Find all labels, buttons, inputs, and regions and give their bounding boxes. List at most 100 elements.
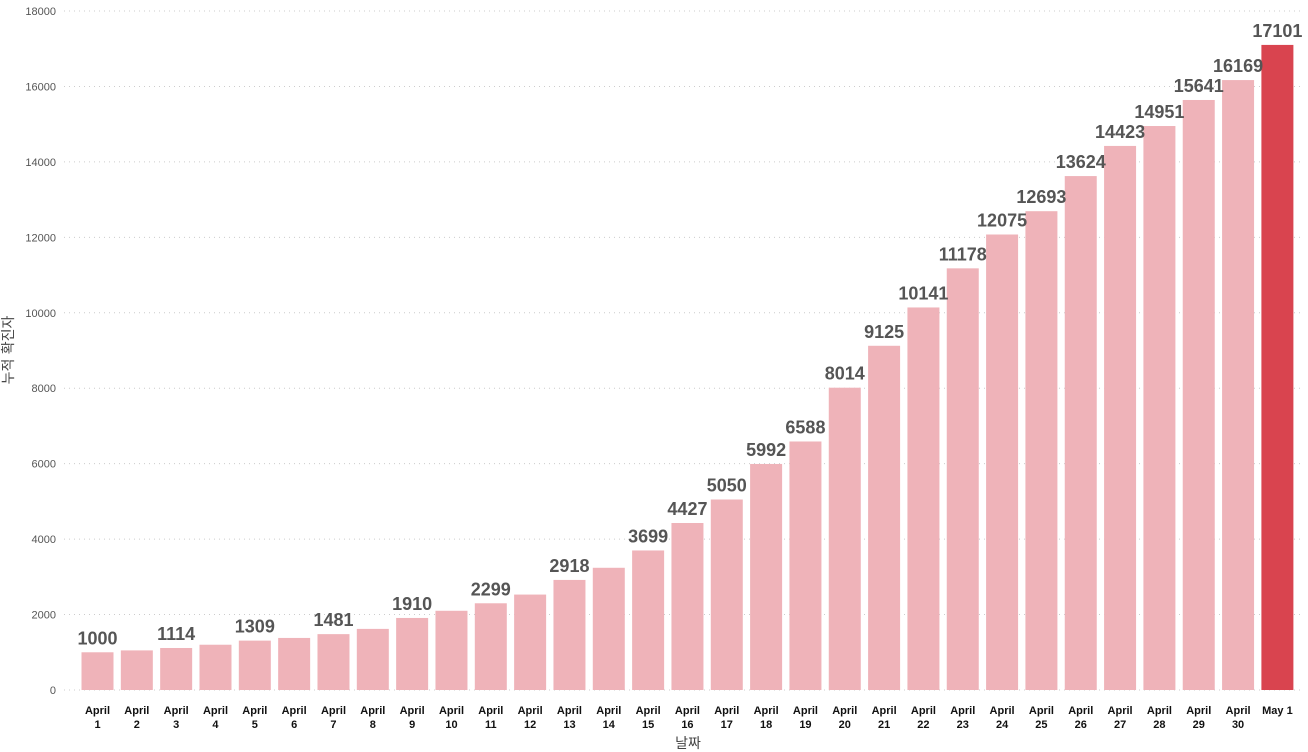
data-label: 6588 [785, 417, 825, 437]
x-tick-label: April 3 [164, 705, 189, 731]
x-tick-label: April 28 [1147, 705, 1172, 731]
bar [356, 628, 389, 690]
data-label: 14951 [1134, 102, 1184, 122]
bar [828, 387, 861, 690]
x-tick-label: April 7 [321, 705, 346, 731]
x-tick-label: May 1 [1262, 705, 1293, 717]
data-label: 13624 [1056, 152, 1106, 172]
x-tick-label: April 4 [203, 705, 228, 731]
data-labels: 1000 1114 1309 1481 1910 2299 2918 3699 44275050… [77, 21, 1302, 648]
bar [986, 234, 1019, 691]
x-tick-label: April 18 [754, 705, 779, 731]
data-label: 15641 [1174, 76, 1224, 96]
bar [632, 550, 665, 690]
x-tick-label: April 11 [478, 705, 503, 731]
x-tick-label: April 2 [124, 705, 149, 731]
x-tick-label: April 22 [911, 705, 936, 731]
y-tick-label: 16000 [25, 81, 56, 93]
data-label: 1910 [392, 594, 432, 614]
bar [396, 617, 429, 690]
x-tick-label: April 21 [872, 705, 897, 731]
y-axis-ticks: 0 2000 4000 6000 8000 10000 12000 14000 16000 180… [25, 6, 56, 697]
y-tick-label: 4000 [32, 534, 56, 546]
x-tick-label: April 6 [282, 705, 307, 731]
y-tick-label: 14000 [25, 157, 56, 169]
bar [1261, 44, 1294, 690]
data-label: 12075 [977, 211, 1027, 231]
x-tick-label: April 10 [439, 705, 464, 731]
x-tick-label: April 8 [360, 705, 385, 731]
x-tick-label: April 14 [596, 705, 621, 731]
x-tick-label: April 20 [832, 705, 857, 731]
bar [317, 634, 350, 690]
bar [1104, 145, 1137, 691]
y-axis-title: 누적 확진자 [1, 315, 17, 384]
bar [750, 463, 783, 690]
bar [514, 594, 547, 690]
x-tick-label: April 23 [950, 705, 975, 731]
data-label: 1481 [313, 610, 353, 630]
bar [1064, 176, 1097, 690]
data-label: 11178 [939, 244, 987, 264]
bar [160, 647, 193, 690]
data-label: 9125 [864, 322, 904, 342]
x-tick-label: April 13 [557, 705, 582, 731]
data-label: 14423 [1095, 122, 1145, 142]
data-label: 5050 [707, 476, 747, 496]
data-label: 16169 [1213, 56, 1263, 76]
bar [1222, 80, 1255, 690]
bar [789, 441, 822, 690]
x-tick-label: April 24 [990, 705, 1015, 731]
data-label: 5992 [746, 440, 786, 460]
y-tick-label: 6000 [32, 459, 56, 471]
bar [868, 345, 901, 690]
y-tick-label: 0 [50, 685, 56, 697]
bar [81, 652, 114, 690]
data-label: 1309 [235, 617, 275, 637]
x-tick-label: April 9 [400, 705, 425, 731]
x-tick-label: April 29 [1186, 705, 1211, 731]
x-tick-label: April 25 [1029, 705, 1054, 731]
x-tick-label: April 26 [1068, 705, 1093, 731]
x-tick-label: April 30 [1226, 705, 1251, 731]
bar [907, 307, 940, 690]
data-label: 10141 [898, 283, 948, 303]
bars [81, 44, 1294, 691]
x-tick-label: April 5 [242, 705, 267, 731]
bar [474, 603, 507, 690]
x-axis-title: 날짜 [675, 736, 701, 752]
x-tick-label: April 27 [1108, 705, 1133, 731]
bar [120, 650, 153, 690]
bar [199, 644, 232, 690]
bar [435, 610, 468, 690]
x-tick-label: April 15 [636, 705, 661, 731]
x-tick-label: April 12 [518, 705, 543, 731]
data-label: 1114 [157, 624, 195, 644]
data-label: 17101 [1252, 21, 1302, 41]
x-tick-label: April 16 [675, 705, 700, 731]
data-label: 1000 [77, 628, 117, 648]
x-tick-label: April 17 [714, 705, 739, 731]
bar [238, 640, 271, 690]
x-tick-label: April 19 [793, 705, 818, 731]
y-tick-label: 12000 [25, 232, 56, 244]
data-label: 2918 [549, 556, 589, 576]
y-tick-label: 2000 [32, 610, 56, 622]
x-axis-ticks: April 1 April 2 April 3 April 4 April 5 April 6 Apri… [85, 705, 1293, 731]
bar [946, 268, 979, 690]
y-tick-label: 8000 [32, 383, 56, 395]
data-label: 8014 [825, 364, 865, 384]
x-tick-label: April 1 [85, 705, 110, 731]
bar [1143, 126, 1176, 690]
bar [553, 579, 586, 690]
data-label: 2299 [471, 579, 511, 599]
bar [278, 637, 311, 690]
bar [671, 523, 704, 690]
data-label: 3699 [628, 526, 668, 546]
data-label: 12693 [1016, 187, 1066, 207]
data-label: 4427 [667, 499, 707, 519]
bar [1182, 99, 1215, 691]
bar [710, 499, 743, 690]
y-tick-label: 10000 [25, 308, 56, 320]
